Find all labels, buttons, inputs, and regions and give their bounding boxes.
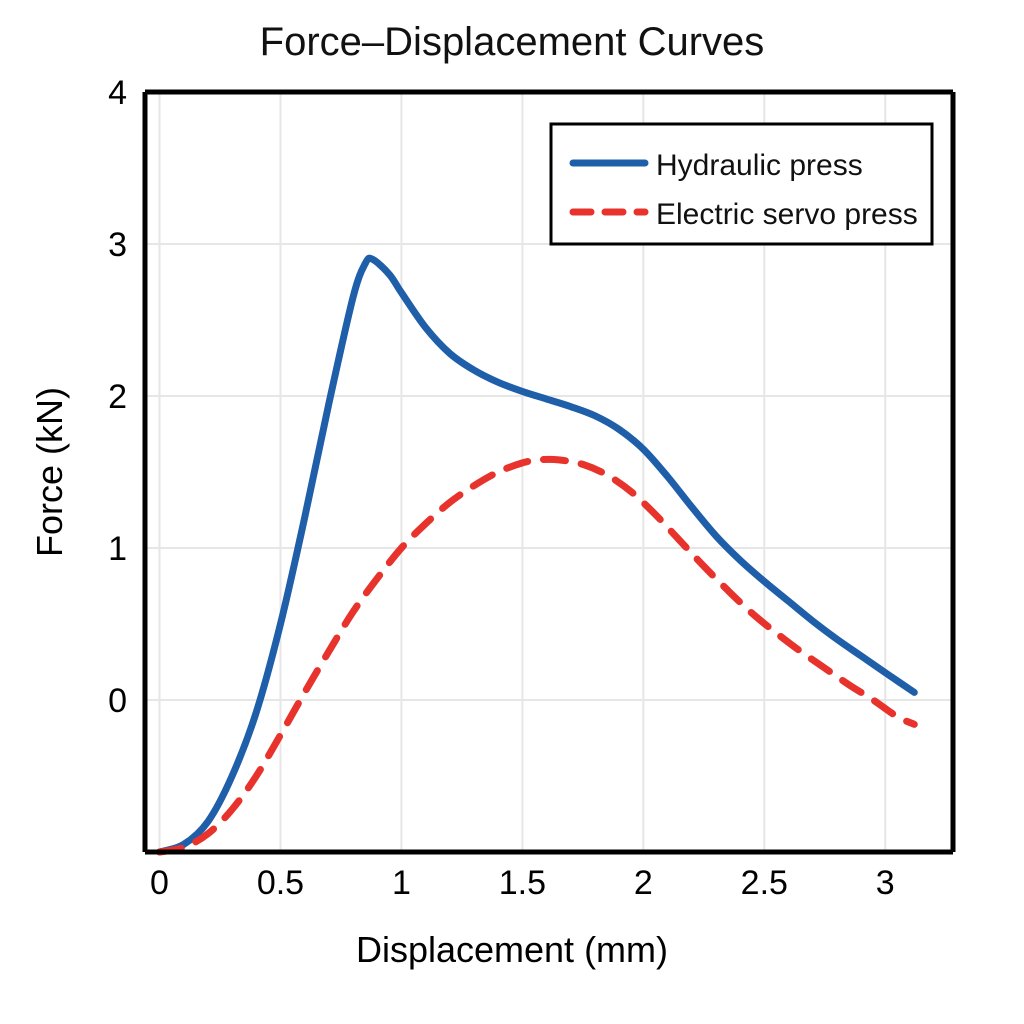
x-tick-label: 0.5 [257,864,304,902]
legend-item-hydraulic-press[interactable]: Hydraulic press [656,149,863,182]
x-tick-label: 2 [634,864,653,902]
x-tick-label: 2.5 [741,864,788,902]
y-axis-tick-labels: 0 1 2 3 4 [108,74,127,720]
y-tick-label: 1 [108,530,127,568]
x-axis-title: Displacement (mm) [356,929,668,970]
series-layer [156,254,918,856]
x-tick-label: 1.5 [499,864,546,902]
legend-item-electric-servo-press[interactable]: Electric servo press [656,198,918,231]
x-tick-label: 3 [876,864,895,902]
y-tick-label: 2 [108,378,127,416]
y-tick-label: 3 [108,226,127,264]
x-axis-tick-labels: 0 0.5 1 1.5 2 2.5 3 [150,864,895,902]
y-tick-label: 0 [108,682,127,720]
y-tick-label: 4 [108,74,127,112]
x-tick-label: 0 [150,864,169,902]
legend-box [549,122,934,246]
x-tick-label: 1 [392,864,411,902]
page-title: Force–Displacement Curves [259,20,765,64]
legend[interactable]: Hydraulic press Electric servo press [549,122,934,246]
series-line-hydraulic-press [156,254,918,856]
y-axis-title: Force (kN) [29,387,70,557]
series-line-electric-servo-press [156,455,918,856]
